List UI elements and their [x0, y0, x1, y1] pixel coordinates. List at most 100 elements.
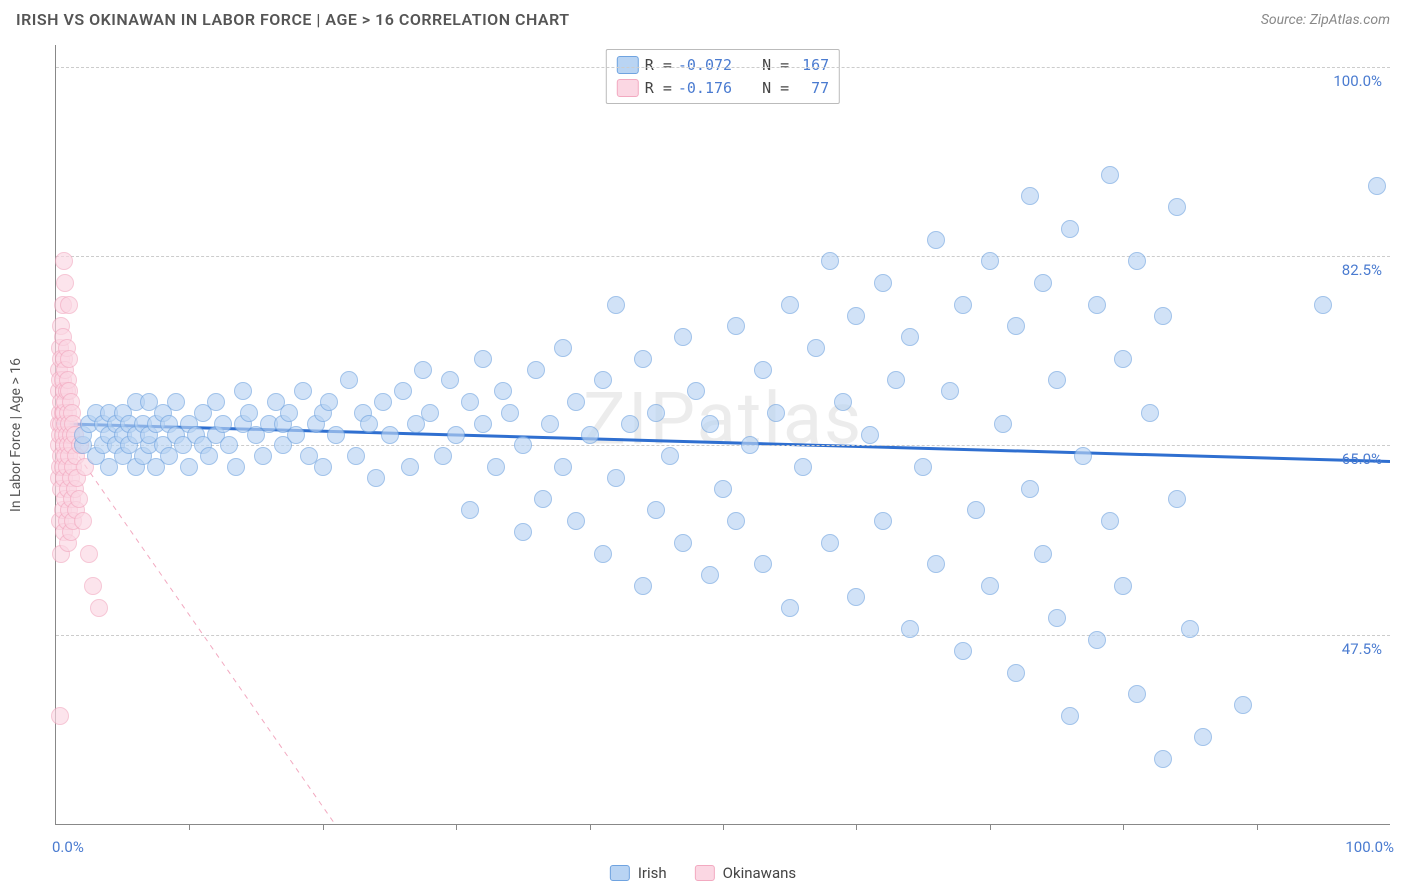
series-legend-item: Irish — [610, 864, 667, 882]
data-point — [1034, 274, 1052, 292]
data-point — [1168, 198, 1186, 216]
data-point — [1048, 371, 1066, 389]
data-point — [887, 371, 905, 389]
data-point — [60, 296, 78, 314]
data-point — [1101, 512, 1119, 530]
data-point — [200, 447, 218, 465]
data-point — [474, 415, 492, 433]
data-point — [674, 328, 692, 346]
data-point — [781, 296, 799, 314]
data-point — [394, 382, 412, 400]
data-point — [847, 307, 865, 325]
data-point — [441, 371, 459, 389]
data-point — [1007, 317, 1025, 335]
data-point — [461, 501, 479, 519]
data-point — [1048, 609, 1066, 627]
data-point — [501, 404, 519, 422]
data-point — [254, 447, 272, 465]
data-point — [234, 382, 252, 400]
data-point — [240, 404, 258, 422]
data-point — [901, 328, 919, 346]
data-point — [634, 350, 652, 368]
data-point — [994, 415, 1012, 433]
data-point — [701, 566, 719, 584]
data-point — [781, 599, 799, 617]
data-point — [401, 458, 419, 476]
data-point — [1234, 696, 1252, 714]
data-point — [461, 393, 479, 411]
x-tick — [856, 824, 857, 830]
gridline — [56, 445, 1390, 446]
data-point — [1021, 187, 1039, 205]
chart-plot-area: In Labor Force | Age > 16 ZIPatlas R = -… — [55, 45, 1390, 825]
data-point — [474, 350, 492, 368]
data-point — [661, 447, 679, 465]
data-point — [567, 393, 585, 411]
data-point — [1168, 490, 1186, 508]
correlation-legend: R = -0.072 N = 167R = -0.176 N = 77 — [606, 49, 840, 104]
x-tick — [590, 824, 591, 830]
y-tick-label: 47.5% — [1342, 640, 1382, 658]
data-point — [414, 361, 432, 379]
data-point — [1141, 404, 1159, 422]
data-point — [1194, 728, 1212, 746]
data-point — [861, 426, 879, 444]
data-point — [1314, 296, 1332, 314]
data-point — [687, 382, 705, 400]
data-point — [941, 382, 959, 400]
data-point — [84, 577, 102, 595]
x-tick — [456, 824, 457, 830]
data-point — [320, 393, 338, 411]
legend-swatch — [617, 79, 639, 97]
data-point — [607, 296, 625, 314]
x-axis-start-label: 0.0% — [52, 838, 84, 856]
data-point — [74, 512, 92, 530]
y-tick-label: 82.5% — [1342, 261, 1382, 279]
data-point — [607, 469, 625, 487]
data-point — [360, 415, 378, 433]
data-point — [287, 426, 305, 444]
data-point — [767, 404, 785, 422]
data-point — [754, 555, 772, 573]
data-point — [594, 371, 612, 389]
data-point — [220, 436, 238, 454]
legend-swatch — [695, 865, 715, 881]
data-point — [1128, 685, 1146, 703]
data-point — [727, 512, 745, 530]
data-point — [1061, 220, 1079, 238]
data-point — [794, 458, 812, 476]
data-point — [434, 447, 452, 465]
data-point — [954, 296, 972, 314]
data-point — [214, 415, 232, 433]
data-point — [914, 458, 932, 476]
data-point — [1154, 750, 1172, 768]
data-point — [821, 252, 839, 270]
gridline — [56, 67, 1390, 68]
data-point — [741, 436, 759, 454]
x-tick — [1257, 824, 1258, 830]
y-tick-label: 65.0% — [1342, 450, 1382, 468]
data-point — [1007, 664, 1025, 682]
data-point — [374, 393, 392, 411]
data-point — [1154, 307, 1172, 325]
data-point — [647, 501, 665, 519]
data-point — [714, 480, 732, 498]
data-point — [554, 458, 572, 476]
data-point — [55, 252, 73, 270]
data-point — [494, 382, 512, 400]
series-legend: Irish Okinawans — [610, 864, 796, 882]
y-axis-label: In Labor Force | Age > 16 — [8, 358, 24, 512]
x-tick — [990, 824, 991, 830]
data-point — [207, 393, 225, 411]
series-name: Okinawans — [723, 864, 796, 882]
y-tick-label: 100.0% — [1333, 72, 1382, 90]
data-point — [340, 371, 358, 389]
series-name: Irish — [638, 864, 667, 882]
data-point — [1128, 252, 1146, 270]
x-tick — [323, 824, 324, 830]
data-point — [90, 599, 108, 617]
data-point — [514, 523, 532, 541]
x-tick — [723, 824, 724, 830]
data-point — [954, 642, 972, 660]
data-point — [834, 393, 852, 411]
